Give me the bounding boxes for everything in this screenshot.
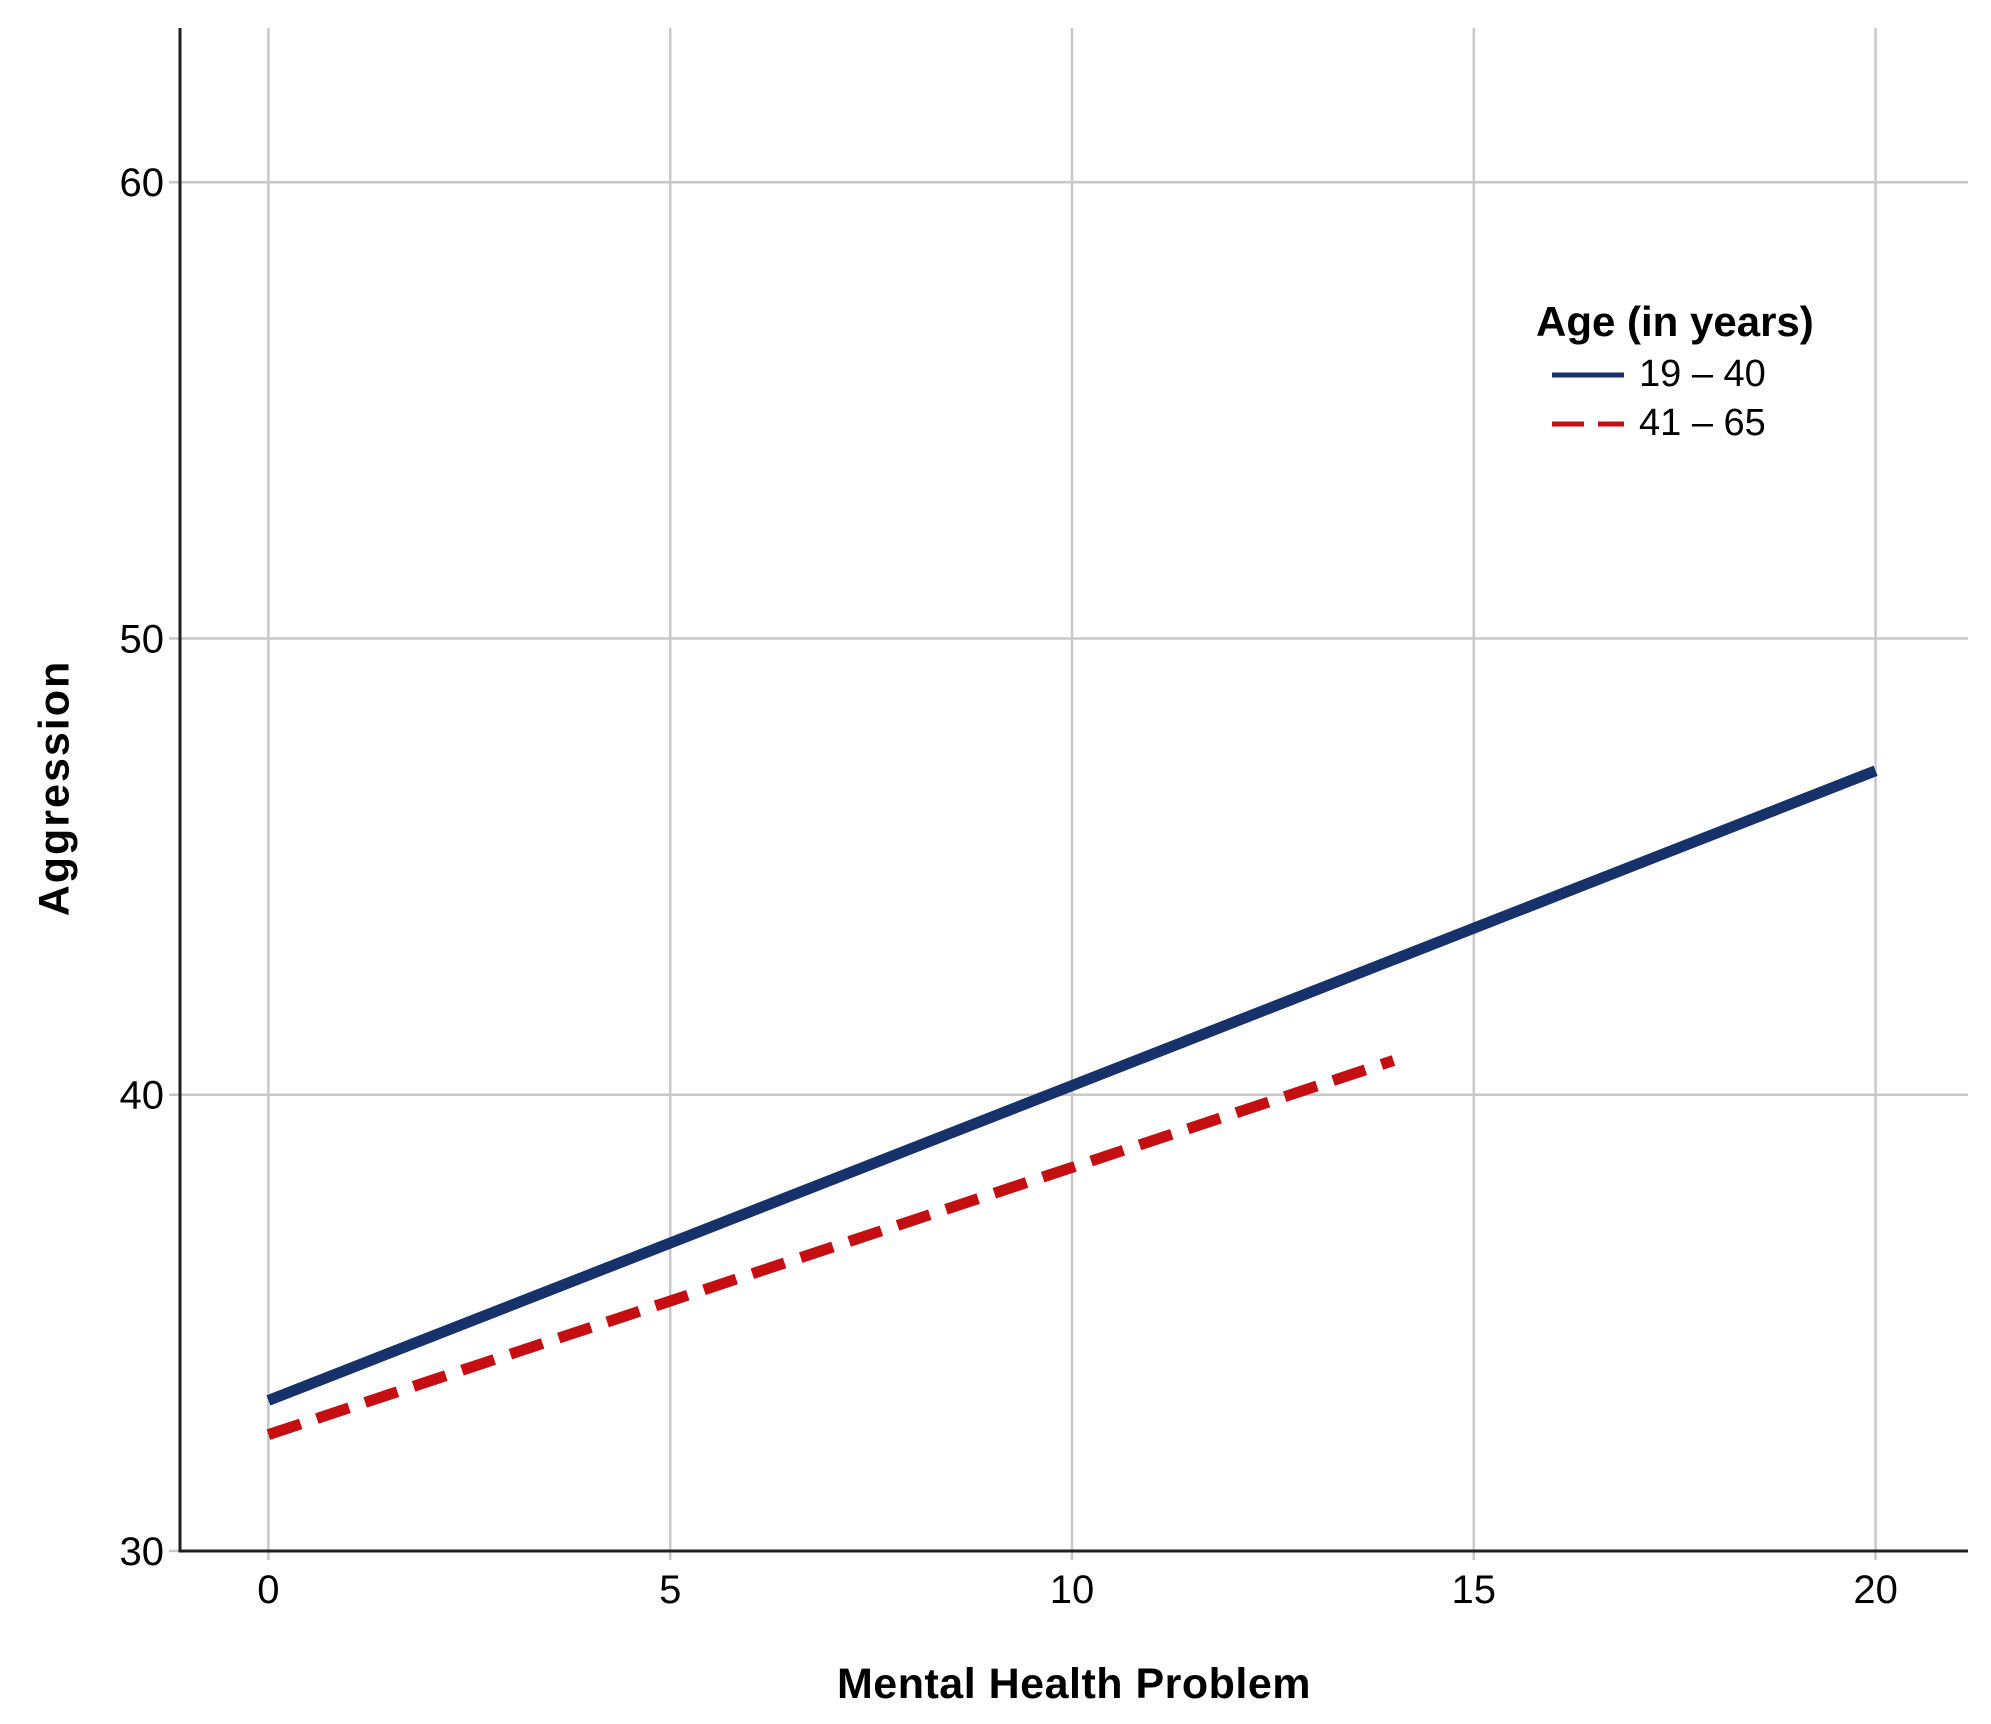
legend-entry-label: 41 – 65 [1639, 402, 1766, 444]
x-tick-label: 10 [1050, 1568, 1095, 1612]
x-tick-label: 5 [659, 1568, 681, 1612]
legend: Age (in years) 19 – 40 41 – 65 [1536, 300, 1814, 448]
legend-entry: 41 – 65 [1536, 399, 1814, 448]
x-axis-title: Mental Health Problem [836, 1660, 1312, 1708]
x-tick-label: 15 [1452, 1568, 1497, 1612]
legend-entry-label: 19 – 40 [1639, 353, 1766, 395]
legend-entry: 19 – 40 [1536, 350, 1814, 399]
legend-solid-line-icon [1552, 372, 1624, 377]
x-tick-label: 0 [257, 1568, 279, 1612]
y-tick-label: 40 [120, 1074, 165, 1118]
series-line-2 [266, 1055, 1396, 1440]
x-tick-label: 20 [1853, 1568, 1898, 1612]
legend-dashed-line-icon [1552, 421, 1624, 426]
series-line-1 [266, 765, 1878, 1406]
y-tick-label: 60 [120, 161, 165, 205]
y-axis-title: Aggression [30, 659, 79, 917]
y-tick-label: 30 [120, 1530, 165, 1574]
legend-entries: 19 – 40 41 – 65 [1536, 350, 1814, 448]
y-tick-label: 50 [120, 617, 165, 661]
legend-title: Age (in years) [1536, 298, 1814, 345]
